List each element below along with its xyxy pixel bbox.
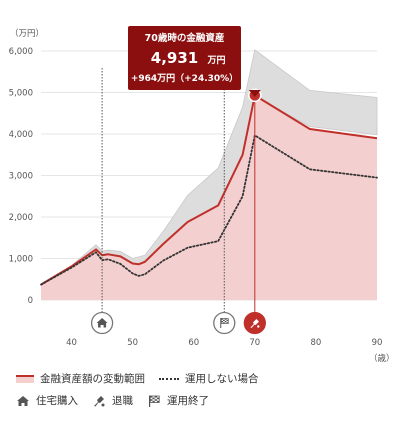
checkered-flag-icon [147, 394, 161, 408]
legend-item-housing: 住宅購入 [16, 393, 78, 408]
legend-range-swatch [16, 374, 34, 383]
checkered-flag-icon [220, 318, 229, 328]
checkered-flag-marker [213, 311, 236, 335]
legend-item-retire: 退職 [92, 393, 133, 408]
y-tick-label: 2,000 [9, 213, 33, 223]
tooltip: 70歳時の金融資産 4,931 万円 +964万円（+24.30%） [128, 26, 261, 97]
series-lines [40, 94, 378, 286]
legend-item-no-invest: 運用しない場合 [159, 371, 259, 386]
y-tick-label: 3,000 [9, 172, 33, 182]
tooltip-pointer [248, 90, 261, 97]
legend-housing-label: 住宅購入 [36, 395, 78, 407]
legend-item-range: 金融資産額の変動範囲 [16, 371, 145, 386]
y-unit-label: （万円） [10, 28, 44, 39]
asset-area [41, 95, 377, 301]
tooltip-box [128, 26, 241, 90]
tooltip-diff: +964万円（+24.30%） [131, 73, 238, 84]
x-tick-label: 80 [310, 338, 321, 348]
home-marker [90, 311, 114, 335]
x-tick-label: 60 [188, 338, 199, 348]
retire-marker [243, 311, 266, 335]
retire-icon [250, 319, 260, 328]
tooltip-title: 70歳時の金融資産 [145, 32, 225, 44]
event-markers [90, 68, 266, 335]
legend-range-label: 金融資産額の変動範囲 [40, 373, 145, 385]
legend-end-label: 運用終了 [167, 395, 209, 407]
y-tick-label: 6,000 [9, 47, 33, 57]
home-icon [96, 318, 108, 328]
x-tick-label: 90 [372, 338, 383, 348]
legend-retire-label: 退職 [112, 395, 133, 407]
tooltip-unit: 万円 [206, 55, 225, 66]
asset-chart: 0 1,000 2,000 3,000 4,000 5,000 6,000 （万円） （歳） 40… [9, 26, 395, 364]
legend-item-end: 運用終了 [147, 393, 209, 408]
y-tick-label: 4,000 [9, 130, 33, 140]
x-tick-label: 70 [249, 338, 260, 348]
y-tick-label: 1,000 [9, 255, 33, 265]
x-unit-label: （歳） [369, 353, 395, 364]
retire-icon [92, 394, 106, 408]
y-tick-label: 5,000 [9, 89, 33, 99]
asset-area-fill [41, 95, 377, 301]
tooltip-value: 4,931 [151, 49, 198, 67]
home-icon [16, 394, 30, 408]
x-tick-label: 50 [127, 338, 138, 348]
x-tick-label: 40 [66, 338, 77, 348]
legend-row-series: 金融資産額の変動範囲 運用しない場合 [16, 371, 273, 386]
legend-no-invest-label: 運用しない場合 [185, 373, 259, 385]
series-line-no-invest [40, 134, 378, 286]
legend-row-events: 住宅購入 退職 運用終了 [16, 393, 223, 408]
series-line-asset [40, 94, 378, 286]
y-tick-label: 0 [28, 296, 33, 306]
legend-no-invest-swatch [159, 377, 179, 380]
axes: 0 1,000 2,000 3,000 4,000 5,000 6,000 （万円） （歳） 40… [9, 28, 395, 364]
